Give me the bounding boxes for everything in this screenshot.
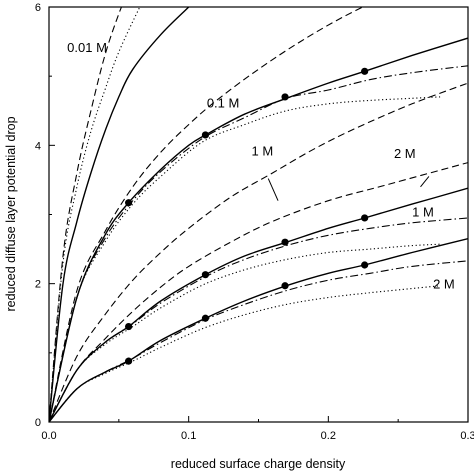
marker-3 bbox=[281, 93, 289, 101]
marker-11 bbox=[281, 282, 289, 290]
marker-5 bbox=[125, 322, 133, 331]
x-tick-label: 0.1 bbox=[181, 430, 196, 442]
series-1-line bbox=[49, 7, 123, 422]
x-axis-label: reduced surface charge density bbox=[171, 457, 346, 471]
x-tick-label: 0.0 bbox=[41, 430, 56, 442]
series-7-line bbox=[49, 96, 441, 422]
marker-4 bbox=[361, 67, 369, 75]
series-2-line bbox=[49, 7, 141, 422]
marker-7 bbox=[281, 238, 289, 246]
y-tick-label: 0 bbox=[35, 417, 41, 429]
series-3-line bbox=[49, 7, 190, 422]
plot-frame bbox=[48, 6, 469, 423]
leader-line-1 bbox=[267, 178, 279, 201]
series-5-line bbox=[49, 37, 468, 422]
marker-1 bbox=[125, 199, 133, 207]
curve-label-2: 0.1 M bbox=[207, 95, 240, 110]
series-6-line bbox=[49, 65, 468, 422]
y-tick-label: 4 bbox=[35, 140, 41, 152]
marker-10 bbox=[201, 314, 210, 322]
ticks-group: 0.0 0.1 0.2 0.3 0 2 4 6 bbox=[35, 2, 474, 442]
marker-8 bbox=[361, 214, 369, 222]
x-tick-label: 0.3 bbox=[460, 430, 474, 442]
annotations-group: 0.01 M 0.1 M 1 M 2 M 1 M 2 M bbox=[67, 40, 455, 292]
series-14-line bbox=[49, 260, 468, 422]
leader-line-2 bbox=[420, 176, 430, 188]
markers-group bbox=[125, 67, 369, 365]
series-11-line bbox=[49, 217, 468, 422]
y-tick-label: 6 bbox=[35, 2, 41, 14]
series-9-line bbox=[49, 162, 468, 422]
y-axis-label: reduced diffuse layer potential drop bbox=[4, 116, 18, 311]
curve-label-6: 2 M bbox=[433, 277, 455, 292]
marker-9 bbox=[125, 357, 133, 365]
marker-6 bbox=[201, 271, 210, 279]
y-tick-label: 2 bbox=[35, 279, 41, 291]
curve-label-1: 0.01 M bbox=[67, 40, 107, 55]
marker-2 bbox=[201, 131, 210, 139]
curve-label-5: 1 M bbox=[412, 205, 434, 220]
marker-12 bbox=[361, 261, 369, 269]
series-8-line bbox=[49, 82, 468, 422]
curves-group bbox=[49, 7, 468, 422]
curve-label-3: 1 M bbox=[252, 144, 274, 159]
x-tick-label: 0.2 bbox=[321, 430, 336, 442]
curve-label-4: 2 M bbox=[394, 146, 416, 161]
series-4-line bbox=[49, 7, 365, 422]
series-15-line bbox=[49, 285, 441, 422]
